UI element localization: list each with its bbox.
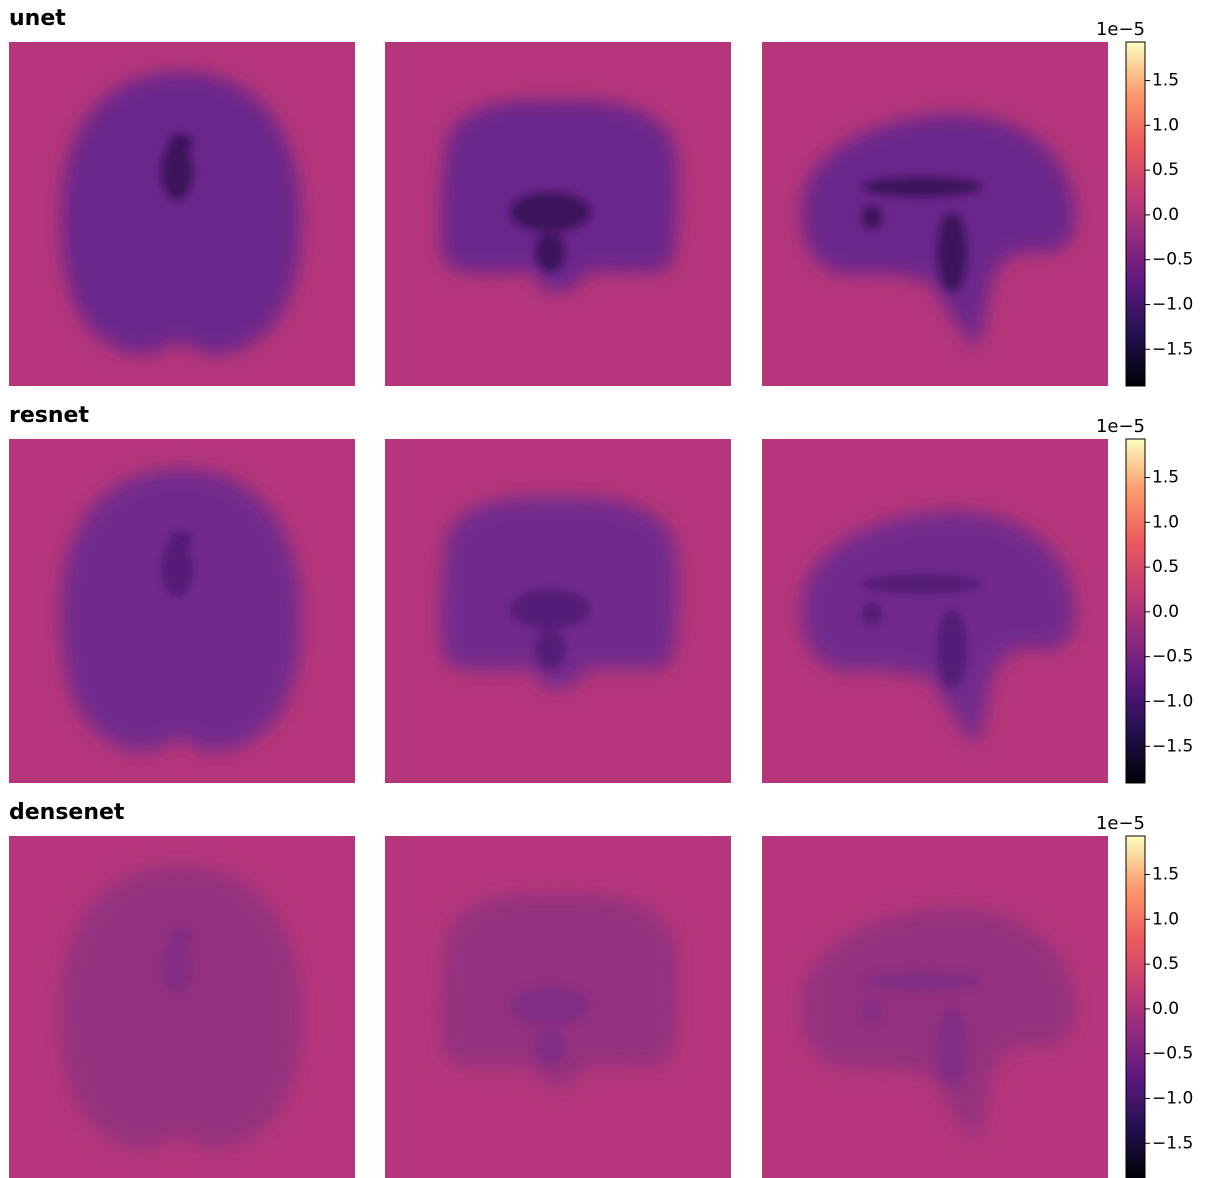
attribution-spot — [161, 938, 193, 994]
colorbar-tick-label: 1.0 — [1152, 512, 1179, 532]
colorbar-tick-label: 0.0 — [1152, 205, 1179, 225]
slice-panel — [9, 439, 355, 783]
colorbar-tick-label: 0.5 — [1152, 557, 1179, 577]
attribution-spot — [862, 574, 982, 594]
slice-panel — [762, 439, 1108, 783]
colorbar-tick-label: −1.0 — [1152, 1088, 1193, 1108]
attribution-spot — [937, 1006, 967, 1086]
colorbar-tick-label: 1.0 — [1152, 115, 1179, 135]
slice-panel — [762, 836, 1108, 1178]
colorbar-tick-label: 0.0 — [1152, 602, 1179, 622]
attribution-spot — [862, 205, 882, 229]
attribution-spot — [510, 192, 590, 232]
attribution-spot — [937, 212, 967, 292]
colorbar-tick-label: 1.5 — [1152, 71, 1179, 91]
attribution-spot — [161, 541, 193, 597]
colorbar — [1126, 836, 1145, 1178]
colorbar — [1126, 42, 1145, 386]
attribution-spot — [862, 999, 882, 1023]
attribution-spot — [510, 589, 590, 629]
brain-slice — [61, 72, 301, 355]
colorbar-tick-label: −1.5 — [1152, 1133, 1193, 1153]
colorbar-tick-label: 0.0 — [1152, 999, 1179, 1019]
slice-panel — [762, 42, 1108, 386]
panel-title: unet — [9, 6, 66, 31]
colorbar-tick-label: −0.5 — [1152, 647, 1193, 667]
attribution-spot — [937, 609, 967, 689]
colorbar-offset: 1e−5 — [1096, 813, 1145, 834]
colorbar-tick-label: 1.0 — [1152, 909, 1179, 929]
colorbar-offset: 1e−5 — [1096, 19, 1145, 40]
attribution-spot — [510, 986, 590, 1026]
attribution-spot — [862, 602, 882, 626]
attribution-spot — [862, 177, 982, 197]
panel-title: densenet — [9, 800, 125, 825]
colorbar-tick-label: 1.5 — [1152, 468, 1179, 488]
attribution-spot — [535, 232, 565, 272]
slice-panel — [385, 42, 731, 386]
colorbar-tick-label: −1.5 — [1152, 339, 1193, 359]
colorbar-tick-label: −1.0 — [1152, 294, 1193, 314]
colorbar-tick-label: −1.0 — [1152, 691, 1193, 711]
slice-panel — [9, 42, 355, 386]
colorbar-tick-label: −0.5 — [1152, 250, 1193, 270]
slice-panel — [385, 439, 731, 783]
colorbar-tick-label: 0.5 — [1152, 954, 1179, 974]
attribution-spot — [161, 144, 193, 200]
slice-panel — [9, 836, 355, 1178]
colorbar — [1126, 439, 1145, 783]
brain-slice — [61, 469, 301, 752]
attribution-spot — [862, 971, 982, 991]
colorbar-tick-label: −1.5 — [1152, 736, 1193, 756]
colorbar-tick-label: 1.5 — [1152, 865, 1179, 885]
attribution-spot — [535, 1026, 565, 1066]
attribution-spot — [535, 629, 565, 669]
slice-panel — [385, 836, 731, 1178]
colorbar-tick-label: 0.5 — [1152, 160, 1179, 180]
colorbar-tick-label: −0.5 — [1152, 1044, 1193, 1064]
brain-slice — [61, 866, 301, 1149]
panel-title: resnet — [9, 403, 89, 428]
colorbar-offset: 1e−5 — [1096, 416, 1145, 437]
figure: unet 1e−5 −1.5 −1.0 −0.5 0.0 0.5 1.0 1.5 resnet 1e… — [0, 0, 1211, 1178]
